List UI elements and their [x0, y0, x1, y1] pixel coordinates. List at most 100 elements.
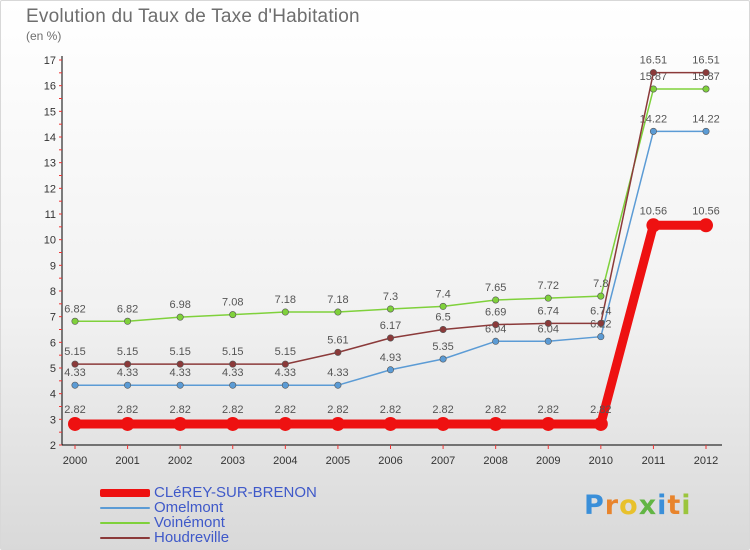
- data-label: 6.04: [485, 323, 506, 335]
- data-label: 6.5: [435, 312, 450, 324]
- data-point: [334, 348, 342, 356]
- logo-letter: P: [584, 490, 605, 521]
- y-tick-label: 16: [44, 81, 56, 93]
- data-point: [492, 321, 500, 329]
- series-line: [74, 88, 707, 323]
- data-label: 10.56: [640, 205, 668, 217]
- data-point: [702, 85, 710, 93]
- data-label: 16.51: [692, 55, 720, 67]
- x-tick-label: 2011: [642, 455, 666, 467]
- data-label: 6.82: [64, 303, 85, 315]
- data-point: [488, 416, 503, 431]
- legend-label: CLéREY-SUR-BRENON: [154, 484, 317, 501]
- data-point: [702, 69, 710, 77]
- data-label: 5.15: [64, 346, 85, 358]
- data-label: 15.87: [640, 71, 668, 83]
- data-point: [386, 305, 394, 313]
- data-label: 4.33: [327, 367, 348, 379]
- data-label: 7.4: [435, 288, 450, 300]
- data-point: [334, 308, 342, 316]
- y-tick-label: 9: [50, 260, 56, 272]
- x-tick-label: 2008: [483, 455, 507, 467]
- data-label: 2.82: [327, 404, 348, 416]
- data-label: 2.82: [169, 404, 190, 416]
- legend-item: CLéREY-SUR-BRENON: [100, 485, 400, 501]
- data-point: [124, 317, 132, 325]
- data-point: [229, 381, 237, 389]
- legend-swatch: [100, 489, 150, 497]
- data-point: [225, 416, 240, 431]
- y-tick-label: 5: [50, 363, 56, 375]
- data-label: 7.8: [593, 278, 608, 290]
- data-point: [597, 333, 605, 341]
- data-point: [71, 381, 79, 389]
- legend-item: Houdreville: [100, 530, 400, 546]
- data-label: 5.61: [327, 334, 348, 346]
- x-tick-label: 2004: [273, 455, 297, 467]
- data-point: [176, 381, 184, 389]
- data-label: 2.82: [590, 404, 611, 416]
- data-label: 2.82: [538, 404, 559, 416]
- logo-letter: r: [604, 490, 620, 521]
- data-point: [593, 416, 608, 431]
- data-point: [646, 218, 661, 233]
- y-tick-label: 7: [50, 312, 56, 324]
- logo-letter: x: [638, 490, 658, 521]
- data-label: 5.15: [117, 346, 138, 358]
- data-label: 6.04: [538, 323, 559, 335]
- x-tick-label: 2007: [431, 455, 455, 467]
- data-label: 2.82: [485, 404, 506, 416]
- data-label: 5.15: [275, 346, 296, 358]
- data-point: [649, 127, 657, 135]
- y-tick-label: 15: [44, 106, 56, 118]
- y-tick-label: 4: [50, 389, 56, 401]
- data-point: [544, 319, 552, 327]
- legend-label: Houdreville: [154, 529, 230, 546]
- chart-title: Evolution du Taux de Taxe d'Habitation: [26, 6, 360, 27]
- data-label: 10.56: [692, 205, 720, 217]
- data-label: 4.33: [64, 367, 85, 379]
- data-label: 7.08: [222, 297, 243, 309]
- data-point: [71, 317, 79, 325]
- y-tick-label: 11: [45, 209, 56, 221]
- data-label: 6.82: [117, 303, 138, 315]
- data-label: 7.18: [275, 294, 296, 306]
- x-tick-label: 2010: [589, 455, 613, 467]
- data-point: [334, 381, 342, 389]
- data-point: [120, 416, 135, 431]
- data-label: 2.82: [432, 404, 453, 416]
- data-point: [176, 313, 184, 321]
- data-label: 6.74: [590, 305, 611, 317]
- data-label: 2.82: [64, 404, 85, 416]
- data-point: [597, 319, 605, 327]
- data-point: [702, 127, 710, 135]
- data-label: 15.87: [692, 71, 720, 83]
- legend-label: Omelmont: [154, 499, 224, 516]
- data-label: 5.15: [169, 346, 190, 358]
- data-point: [281, 360, 289, 368]
- data-label: 16.51: [640, 55, 668, 67]
- data-point: [71, 360, 79, 368]
- y-tick-label: 12: [44, 183, 56, 195]
- data-point: [436, 416, 451, 431]
- data-point: [386, 334, 394, 342]
- legend-swatch: [100, 507, 150, 509]
- data-point: [278, 416, 293, 431]
- data-point: [383, 416, 398, 431]
- data-point: [541, 416, 556, 431]
- data-point: [649, 69, 657, 77]
- data-label: 5.35: [432, 341, 453, 353]
- data-point: [492, 296, 500, 304]
- y-tick-label: 14: [44, 132, 56, 144]
- logo-letter: i: [657, 490, 668, 521]
- data-label: 6.98: [169, 299, 190, 311]
- logo-letter: i: [681, 490, 692, 521]
- y-tick-label: 17: [44, 55, 56, 67]
- x-tick-label: 2005: [326, 455, 350, 467]
- legend-swatch: [100, 537, 150, 539]
- x-tick-label: 2000: [63, 455, 87, 467]
- x-tick-label: 2009: [536, 455, 560, 467]
- data-point: [124, 381, 132, 389]
- data-label: 2.82: [222, 404, 243, 416]
- data-point: [229, 311, 237, 319]
